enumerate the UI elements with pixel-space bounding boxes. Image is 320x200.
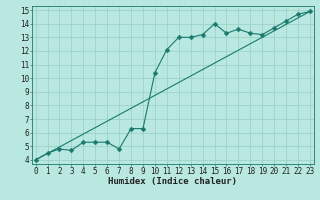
X-axis label: Humidex (Indice chaleur): Humidex (Indice chaleur) xyxy=(108,177,237,186)
